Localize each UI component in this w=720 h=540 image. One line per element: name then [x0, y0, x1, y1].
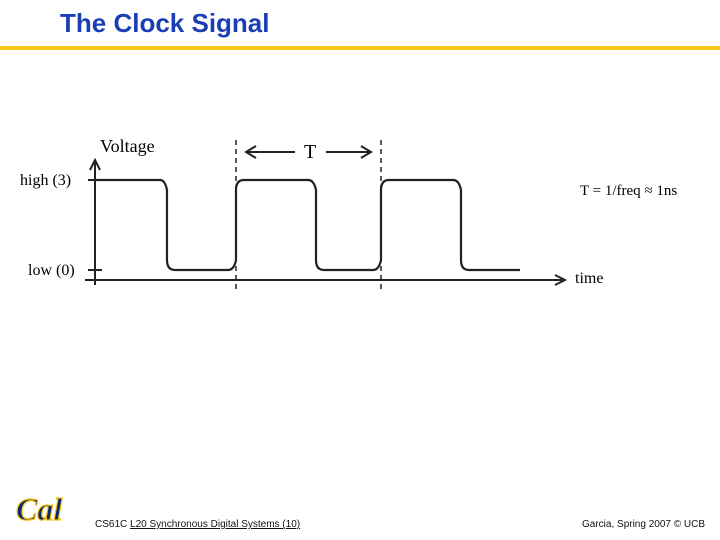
title-underline	[0, 46, 720, 50]
footer-left-plain: CS61C	[95, 519, 130, 530]
footer-left: CS61C L20 Synchronous Digital Systems (1…	[95, 519, 300, 530]
label-period: T	[304, 141, 316, 163]
label-voltage: Voltage	[100, 136, 155, 156]
cal-logo: Cal	[12, 490, 82, 530]
label-low: low (0)	[28, 262, 75, 279]
svg-text:Cal: Cal	[16, 491, 62, 527]
footer-left-underlined: L20 Synchronous Digital Systems (10)	[130, 519, 300, 530]
label-equation: T = 1/freq ≈ 1ns	[580, 183, 677, 199]
label-high: high (3)	[20, 172, 71, 189]
label-time: time	[575, 270, 603, 287]
clock-waveform	[95, 180, 520, 270]
clock-signal-diagram: Voltage high (3) low (0) T time T = 1/fr…	[0, 120, 720, 320]
page-title: The Clock Signal	[60, 8, 270, 39]
footer-right: Garcia, Spring 2007 © UCB	[582, 519, 705, 530]
